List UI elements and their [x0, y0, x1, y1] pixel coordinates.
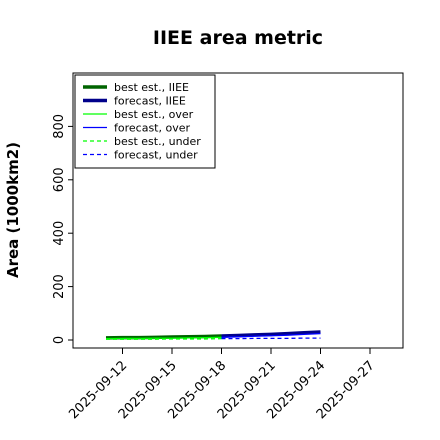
- y-tick-label: 800: [52, 114, 67, 139]
- legend-box: [74, 74, 216, 169]
- y-axis-label: Area (1000km2): [4, 142, 22, 278]
- y-tick-label: 600: [52, 167, 67, 192]
- plot-lines: [105, 330, 321, 340]
- legend-entry-label: forecast, under: [114, 149, 198, 162]
- series-line-1: [105, 334, 222, 340]
- series-line-4: [221, 332, 321, 338]
- series-line-6: [221, 337, 321, 340]
- y-tick-label: 0: [52, 336, 67, 344]
- legend-entry-label: best est., under: [114, 135, 201, 148]
- legend-entry-label: best est., IIEE: [114, 81, 189, 94]
- y-tick-label: 200: [52, 274, 67, 299]
- chart-title: IIEE area metric: [153, 27, 323, 49]
- plot-frame: [72, 72, 404, 349]
- legend-entry-label: forecast, IIEE: [114, 95, 186, 108]
- legend-entry-label: best est., over: [114, 108, 194, 121]
- y-axis: 0 200 400 600 800: [52, 114, 73, 344]
- series-line-2: [221, 330, 321, 338]
- series-line-3: [105, 336, 222, 340]
- series-line-5: [106, 338, 222, 340]
- legend-entry-label: forecast, over: [114, 122, 190, 135]
- y-tick-label: 400: [52, 221, 67, 246]
- x-axis: 2025-09-122025-09-152025-09-182025-09-21…: [66, 348, 378, 422]
